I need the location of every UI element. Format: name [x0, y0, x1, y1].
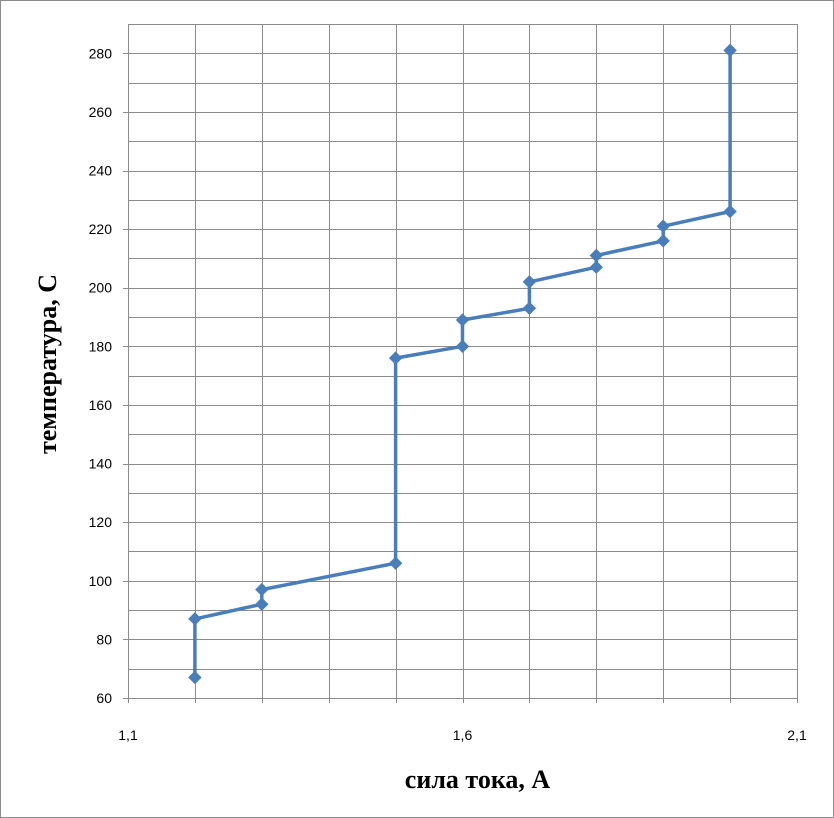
data-series: [188, 43, 737, 685]
x-tick-label: 1,1: [118, 727, 138, 743]
y-tick-label: 260: [89, 104, 113, 120]
y-tick-label: 200: [89, 280, 113, 296]
data-point-marker: [723, 204, 737, 219]
y-tick-label: 240: [89, 163, 113, 179]
data-point-marker: [388, 556, 403, 570]
data-point-marker: [589, 260, 604, 274]
data-point-marker: [455, 313, 470, 327]
x-tick-label: 1,6: [453, 727, 473, 743]
y-tick-label: 140: [89, 456, 113, 472]
data-point-marker: [388, 351, 403, 365]
y-tick-label: 180: [89, 338, 113, 354]
data-point-marker: [255, 582, 269, 597]
grid: [128, 24, 798, 698]
data-point-marker: [723, 43, 737, 58]
x-tick-label: 2,1: [787, 727, 807, 743]
data-point-marker: [455, 339, 470, 354]
y-axis-title: температура, С: [33, 274, 62, 454]
data-point-marker: [522, 275, 537, 289]
data-point-marker: [589, 248, 604, 263]
y-tick-label: 80: [96, 631, 112, 647]
tick-labels: 60 80 100 120 140 160 180 200 220 240 260 280 1,1 1,6…: [89, 45, 807, 743]
y-tick-label: 280: [89, 45, 113, 61]
y-tick-label: 220: [89, 221, 113, 237]
y-tick-label: 160: [89, 397, 113, 413]
y-tick-label: 60: [96, 690, 112, 706]
x-axis-title: сила тока, А: [405, 765, 551, 794]
data-point-marker: [188, 670, 202, 685]
data-point-marker: [522, 301, 537, 315]
data-point-marker: [656, 219, 670, 233]
data-point-marker: [188, 612, 202, 626]
axes: [123, 24, 798, 703]
y-tick-label: 100: [89, 573, 113, 589]
data-point-marker: [656, 234, 670, 248]
series-line: [193, 50, 732, 678]
y-tick-label: 120: [89, 514, 113, 530]
data-point-marker: [255, 597, 269, 611]
